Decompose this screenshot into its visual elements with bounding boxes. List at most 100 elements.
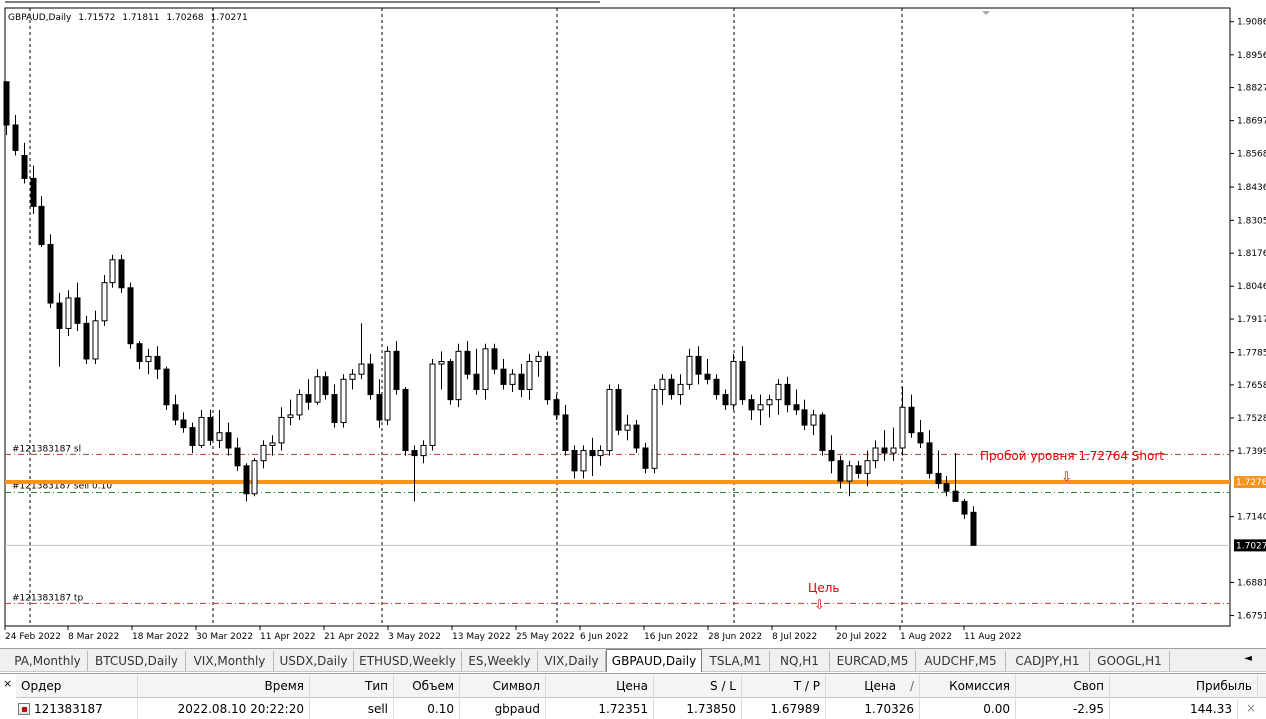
bear-candle	[322, 376, 329, 396]
price-chart[interactable]: 1.9086 1.8956 1.8827 1.8697 1.8568 1.8436 1.83…	[0, 0, 1266, 648]
bear-candle	[21, 155, 28, 179]
bull-candle	[198, 416, 205, 446]
price-axis-label: 1.8176	[1237, 249, 1266, 259]
level-price-tag	[1234, 476, 1266, 489]
tab-es-weekly[interactable]: ES,Weekly	[462, 651, 538, 671]
bull-candle	[766, 399, 773, 406]
tab-audchf-m5[interactable]: AUDCHF,M5	[916, 651, 1006, 671]
bear-candle	[207, 416, 214, 441]
col-order[interactable]: Ордер	[16, 674, 138, 697]
tab-nq-h1[interactable]: NQ,H1	[770, 651, 830, 671]
bull-candle	[810, 414, 817, 426]
order-row[interactable]: 121383187 2022.08.10 20:22:20 sell 0.10 …	[16, 699, 1266, 719]
bull-candle	[651, 388, 658, 469]
bull-candle	[429, 363, 436, 446]
bull-candle	[580, 450, 587, 472]
stop-loss-label: #121383187 sl	[12, 444, 81, 454]
bear-candle	[234, 447, 241, 467]
tab-googl-h1[interactable]: GOOGL,H1	[1090, 651, 1170, 671]
col-profit[interactable]: Прибыль	[1110, 674, 1258, 697]
bear-candle	[926, 442, 933, 474]
tab-vix-monthly[interactable]: VIX,Monthly	[186, 651, 274, 671]
tab-usdx-daily[interactable]: USDX,Daily	[274, 651, 354, 671]
chart-shift-marker-icon	[982, 11, 990, 15]
bull-candle	[251, 460, 258, 495]
terminal-close-icon[interactable]: ×	[3, 677, 13, 690]
tab-ethusd-weekly[interactable]: ETHUSD,Weekly	[354, 651, 462, 671]
bull-candle	[624, 424, 631, 431]
bear-candle	[784, 383, 791, 406]
date-axis-label: 13 May 2022	[452, 632, 511, 642]
bear-candle	[553, 399, 560, 416]
col-time[interactable]: Время	[138, 674, 310, 697]
chart-window[interactable]: 1.9086 1.8956 1.8827 1.8697 1.8568 1.8436 1.83…	[0, 0, 1266, 648]
orders-table-header: Ордер Время Тип Объем Символ Цена S / L …	[16, 674, 1266, 698]
bear-candle	[491, 348, 498, 370]
bear-candle	[411, 450, 418, 457]
bull-candle	[606, 388, 613, 452]
tab-vix-daily[interactable]: VIX,Daily	[538, 651, 606, 671]
bear-candle	[136, 343, 143, 363]
order-profit: 144.33	[1110, 699, 1238, 719]
bear-candle	[943, 483, 950, 492]
price-axis-label: 1.8568	[1237, 149, 1266, 159]
tab-cadjpy-h1[interactable]: CADJPY,H1	[1006, 651, 1090, 671]
order-close-icon[interactable]: ×	[1246, 701, 1257, 715]
tab-btcusd-daily[interactable]: BTCUSD,Daily	[88, 651, 186, 671]
bull-candle	[535, 355, 542, 363]
tab-tsla-m1[interactable]: TSLA,M1	[702, 651, 770, 671]
bull-candle	[864, 460, 871, 474]
col-price[interactable]: Цена	[546, 674, 654, 697]
col-tp[interactable]: T / P	[742, 674, 826, 697]
col-sl[interactable]: S / L	[654, 674, 742, 697]
bear-candle	[713, 378, 720, 396]
col-swap[interactable]: Своп	[1016, 674, 1110, 697]
date-axis-label: 16 Jun 2022	[644, 632, 698, 642]
bull-candle	[420, 444, 427, 457]
bear-candle	[793, 404, 800, 411]
chart-close: 1.70271	[210, 13, 248, 23]
bear-candle	[447, 361, 454, 401]
bear-candle	[74, 297, 81, 324]
price-axis-label: 1.8827	[1237, 84, 1266, 94]
bull-candle	[296, 394, 303, 416]
col-symbol[interactable]: Символ	[460, 674, 546, 697]
bear-candle	[935, 472, 942, 485]
col-current-price[interactable]: Цена /	[826, 674, 920, 697]
bear-candle	[633, 424, 640, 449]
price-axis-label: 1.9086	[1237, 18, 1266, 28]
bear-candle	[172, 404, 179, 421]
bear-candle	[828, 450, 835, 462]
bear-candle	[154, 355, 161, 370]
bull-candle	[278, 416, 285, 444]
bear-candle	[855, 465, 862, 474]
bear-candle	[393, 350, 400, 390]
order-swap: -2.95	[1016, 699, 1110, 719]
order-id: 121383187	[34, 702, 103, 716]
bull-candle	[358, 363, 365, 375]
bull-candle	[872, 447, 879, 462]
bull-candle	[677, 383, 684, 396]
tab-pa-monthly[interactable]: PA,Monthly	[8, 651, 88, 671]
bear-candle	[695, 355, 702, 375]
bull-candle	[455, 350, 462, 401]
tab-eurcad-m5[interactable]: EURCAD,M5	[830, 651, 916, 671]
terminal-panel: × Ордер Время Тип Объем Символ Цена S / …	[0, 673, 1266, 719]
bear-candle	[47, 244, 54, 304]
col-volume[interactable]: Объем	[394, 674, 460, 697]
order-time: 2022.08.10 20:22:20	[138, 699, 310, 719]
tab-gbpaud-daily[interactable]: GBPAUD,Daily	[606, 649, 702, 672]
order-type: sell	[310, 699, 394, 719]
bull-candle	[145, 355, 152, 363]
bear-candle	[748, 399, 755, 411]
col-commission[interactable]: Комиссия	[920, 674, 1016, 697]
bull-candle	[526, 361, 533, 390]
tabs-scroll-left-icon[interactable]: ◄	[1244, 653, 1252, 664]
price-axis-label: 1.8697	[1237, 117, 1266, 127]
bear-candle	[30, 177, 37, 207]
date-axis-label: 25 May 2022	[516, 632, 575, 642]
bull-candle	[384, 350, 391, 421]
bear-candle	[225, 432, 232, 449]
bear-candle	[376, 394, 383, 421]
col-type[interactable]: Тип	[310, 674, 394, 697]
